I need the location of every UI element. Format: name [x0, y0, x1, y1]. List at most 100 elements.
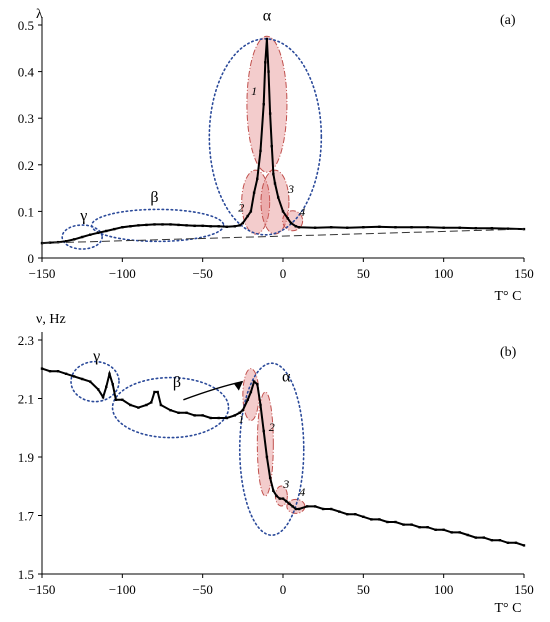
- data-point: [286, 217, 290, 220]
- data-point: [288, 502, 291, 505]
- data-point: [159, 403, 163, 407]
- data-point: [265, 455, 269, 459]
- data-point: [410, 523, 413, 526]
- y-tick-label: 0.2: [18, 158, 34, 173]
- subregion-label: 4: [299, 205, 305, 219]
- data-point: [217, 416, 220, 420]
- x-tick-label: 100: [434, 266, 454, 281]
- y-tick-label: 1.9: [18, 450, 34, 465]
- region-ellipse-2: [208, 38, 323, 236]
- region-ellipse-0: [70, 360, 120, 403]
- data-point: [410, 226, 413, 229]
- data-point: [259, 149, 262, 153]
- data-point: [272, 172, 275, 176]
- subregion-label: 3: [287, 182, 294, 196]
- data-point: [265, 37, 269, 41]
- data-point: [285, 500, 288, 503]
- data-point: [346, 226, 349, 229]
- y-axis-label: ν, Hz: [36, 312, 66, 327]
- data-point: [252, 380, 256, 383]
- data-point: [201, 224, 204, 228]
- x-tick-label: 150: [514, 266, 534, 281]
- region-ellipse-1: [111, 376, 230, 439]
- data-point: [402, 523, 405, 526]
- y-tick-label: 0.4: [18, 65, 35, 80]
- data-point: [185, 411, 188, 414]
- data-point: [137, 406, 140, 409]
- data-point: [289, 221, 293, 225]
- data-point: [121, 226, 124, 229]
- data-point: [246, 398, 249, 401]
- y-tick-label: 0.3: [18, 111, 34, 126]
- data-point: [145, 403, 148, 407]
- data-point: [193, 414, 196, 417]
- data-point: [225, 416, 228, 420]
- data-point: [233, 414, 236, 417]
- data-point: [378, 518, 381, 521]
- data-point: [450, 531, 453, 534]
- data-point: [252, 191, 256, 194]
- data-point: [330, 226, 333, 229]
- data-point: [121, 398, 124, 401]
- y-tick-label: 1.7: [18, 509, 35, 524]
- data-point: [145, 223, 148, 227]
- data-point: [249, 390, 253, 394]
- data-point: [225, 225, 228, 228]
- baseline-dashed-line: [41, 228, 525, 244]
- y-tick-label: 2.3: [18, 333, 34, 348]
- data-point: [89, 233, 92, 236]
- data-point: [386, 520, 389, 524]
- data-point: [48, 241, 52, 244]
- data-point: [458, 531, 461, 534]
- data-point: [506, 227, 510, 230]
- y-tick-label: 0: [28, 251, 35, 266]
- x-tick-label: 0: [280, 266, 287, 281]
- data-point: [346, 513, 349, 516]
- data-point: [72, 375, 76, 378]
- data-point: [64, 372, 68, 375]
- data-point: [101, 396, 105, 399]
- data-point: [514, 541, 518, 544]
- panel-b-chart: −150 −100 −50 0 50 100 150 1.5 1.7 1.9 2.1 2.3ν, Hz…: [18, 312, 534, 616]
- data-point: [97, 231, 100, 235]
- region-label: γ: [92, 348, 100, 365]
- data-point: [262, 103, 265, 106]
- data-point: [233, 225, 236, 228]
- panel-a-chart: −150 −100 −50 0 50 100 150 0 0.1 0.2 0.3 0.4 0.5λ T° …: [18, 7, 534, 304]
- data-point: [434, 528, 437, 531]
- region-label: γ: [79, 208, 87, 225]
- data-point: [466, 533, 469, 537]
- subregion-label: 2: [238, 200, 244, 214]
- data-point: [313, 226, 317, 229]
- y-tick-label: 2.1: [18, 392, 34, 407]
- data-point: [297, 507, 301, 511]
- region-ellipse-2: [238, 362, 305, 537]
- data-point: [490, 226, 494, 230]
- panel-tag: (a): [500, 13, 516, 28]
- region-label: β: [150, 189, 158, 206]
- data-point: [378, 225, 381, 228]
- data-point: [177, 223, 180, 227]
- region-label: α: [282, 369, 291, 386]
- x-tick-label: −100: [109, 582, 136, 597]
- data-point: [321, 507, 325, 511]
- data-point: [153, 390, 156, 394]
- data-point: [137, 224, 140, 227]
- data-point: [474, 226, 477, 230]
- data-point: [150, 401, 153, 404]
- data-point: [268, 112, 272, 115]
- data-point: [111, 383, 114, 386]
- data-point: [305, 505, 309, 508]
- x-axis-label: T° C: [495, 289, 522, 304]
- data-point: [209, 225, 212, 228]
- data-point: [80, 377, 84, 381]
- data-point: [273, 182, 277, 185]
- y-tick-label: 0.5: [18, 18, 34, 33]
- data-point: [281, 497, 285, 500]
- data-point: [40, 367, 44, 370]
- data-point: [272, 489, 275, 492]
- data-point: [169, 409, 172, 412]
- region-label: β: [173, 374, 181, 391]
- data-point: [270, 144, 273, 148]
- data-point: [97, 388, 100, 391]
